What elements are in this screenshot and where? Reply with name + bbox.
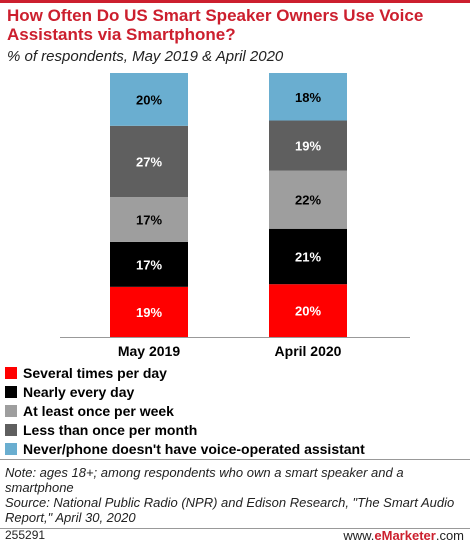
bar-segment [269,228,347,285]
brand-name: eMarketer [374,528,436,543]
bar-segment [269,284,347,337]
data-label: 20% [295,304,321,319]
data-label: 22% [295,193,321,208]
legend-item-nearly-every-day: Nearly every day [5,383,465,401]
top-accent-line [0,0,470,3]
legend-label: Never/phone doesn't have voice-operated … [23,441,365,457]
data-label: 19% [295,139,321,154]
legend-swatch [5,367,17,379]
legend-item-once-per-week: At least once per week [5,402,465,420]
data-label: 19% [136,305,162,320]
bar-segment [269,170,347,229]
category-label: April 2020 [275,343,342,359]
divider [0,528,470,529]
data-label: 21% [295,249,321,264]
category-label: May 2019 [118,343,180,359]
chart-title: How Often Do US Smart Speaker Owners Use… [7,6,424,44]
stacked-bar-chart: 19% 17% 17% 27% 20% May 2019 20% 21% 22% 19% 18% Ap… [60,73,410,359]
chart-subtitle: % of respondents, May 2019 & April 2020 [7,48,284,65]
bar-segment [110,286,188,337]
brand-logo: www.eMarketer.com [343,528,464,543]
data-label: 20% [136,92,162,107]
legend-label: Less than once per month [23,422,198,438]
bar-segment [110,241,188,287]
legend-label: Nearly every day [23,384,135,400]
legend-swatch [5,443,17,455]
legend: Several times per day Nearly every day A… [5,364,465,459]
legend-swatch [5,424,17,436]
data-label: 18% [295,90,321,105]
chart-id: 255291 [5,528,46,542]
legend-item-less-than-once-per-month: Less than once per month [5,421,465,439]
data-label: 27% [136,154,162,169]
bar-segment [269,73,347,121]
legend-item-never: Never/phone doesn't have voice-operated … [5,440,465,458]
brand-suffix: .com [435,528,464,543]
note-text: Note: ages 18+; among respondents who ow… [5,465,404,495]
legend-swatch [5,405,17,417]
legend-swatch [5,386,17,398]
divider [0,459,470,460]
brand-prefix: www. [343,528,375,543]
bar-segment [269,120,347,171]
bar-segment [110,73,188,126]
source-text: Source: National Public Radio (NPR) and … [5,495,455,525]
legend-label: Several times per day [23,365,167,381]
data-label: 17% [136,257,162,272]
data-label: 17% [136,213,162,228]
legend-item-several-times-per-day: Several times per day [5,364,465,382]
bar-segment [110,197,188,242]
bar-segment [110,125,188,198]
source-note: Note: ages 18+; among respondents who ow… [5,465,465,525]
legend-label: At least once per week [23,403,174,419]
